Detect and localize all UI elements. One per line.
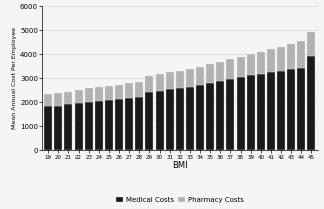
Bar <box>196 67 204 85</box>
Bar <box>307 56 316 150</box>
Bar <box>145 92 154 150</box>
Bar <box>277 71 285 150</box>
Bar <box>105 100 113 150</box>
Bar <box>216 62 224 82</box>
Bar <box>196 85 204 150</box>
Bar <box>115 99 123 150</box>
Bar <box>85 102 93 150</box>
Bar <box>267 49 275 72</box>
Bar <box>257 74 265 150</box>
Bar <box>125 83 133 98</box>
Bar <box>75 90 83 103</box>
Bar <box>145 76 154 92</box>
Bar <box>206 83 214 150</box>
Bar <box>166 89 174 150</box>
Bar <box>186 69 194 87</box>
Bar <box>44 106 52 150</box>
Bar <box>226 79 235 150</box>
Bar <box>105 86 113 100</box>
Bar <box>125 98 133 150</box>
Y-axis label: Mean Annual Cost Per Employee: Mean Annual Cost Per Employee <box>12 27 17 129</box>
X-axis label: BMI: BMI <box>172 161 188 170</box>
Bar <box>287 69 295 150</box>
Bar <box>237 77 245 150</box>
Bar <box>237 57 245 77</box>
Bar <box>75 103 83 150</box>
Bar <box>247 75 255 150</box>
Bar <box>156 91 164 150</box>
Bar <box>64 104 73 150</box>
Bar <box>186 87 194 150</box>
Bar <box>54 93 62 106</box>
Bar <box>257 52 265 74</box>
Bar <box>226 59 235 79</box>
Bar <box>166 73 174 89</box>
Bar <box>95 87 103 101</box>
Bar <box>44 94 52 106</box>
Bar <box>176 71 184 88</box>
Bar <box>297 68 305 150</box>
Bar <box>206 64 214 83</box>
Bar <box>287 44 295 69</box>
Bar <box>54 106 62 150</box>
Bar <box>135 97 143 150</box>
Bar <box>267 72 275 150</box>
Bar <box>115 84 123 99</box>
Bar <box>176 88 184 150</box>
Bar <box>64 92 73 104</box>
Legend: Medical Costs, Pharmacy Costs: Medical Costs, Pharmacy Costs <box>113 194 246 206</box>
Bar <box>156 74 164 91</box>
Bar <box>216 82 224 150</box>
Bar <box>297 41 305 68</box>
Bar <box>277 47 285 71</box>
Bar <box>95 101 103 150</box>
Bar <box>85 88 93 102</box>
Bar <box>307 32 316 56</box>
Bar <box>247 55 255 75</box>
Bar <box>135 82 143 97</box>
